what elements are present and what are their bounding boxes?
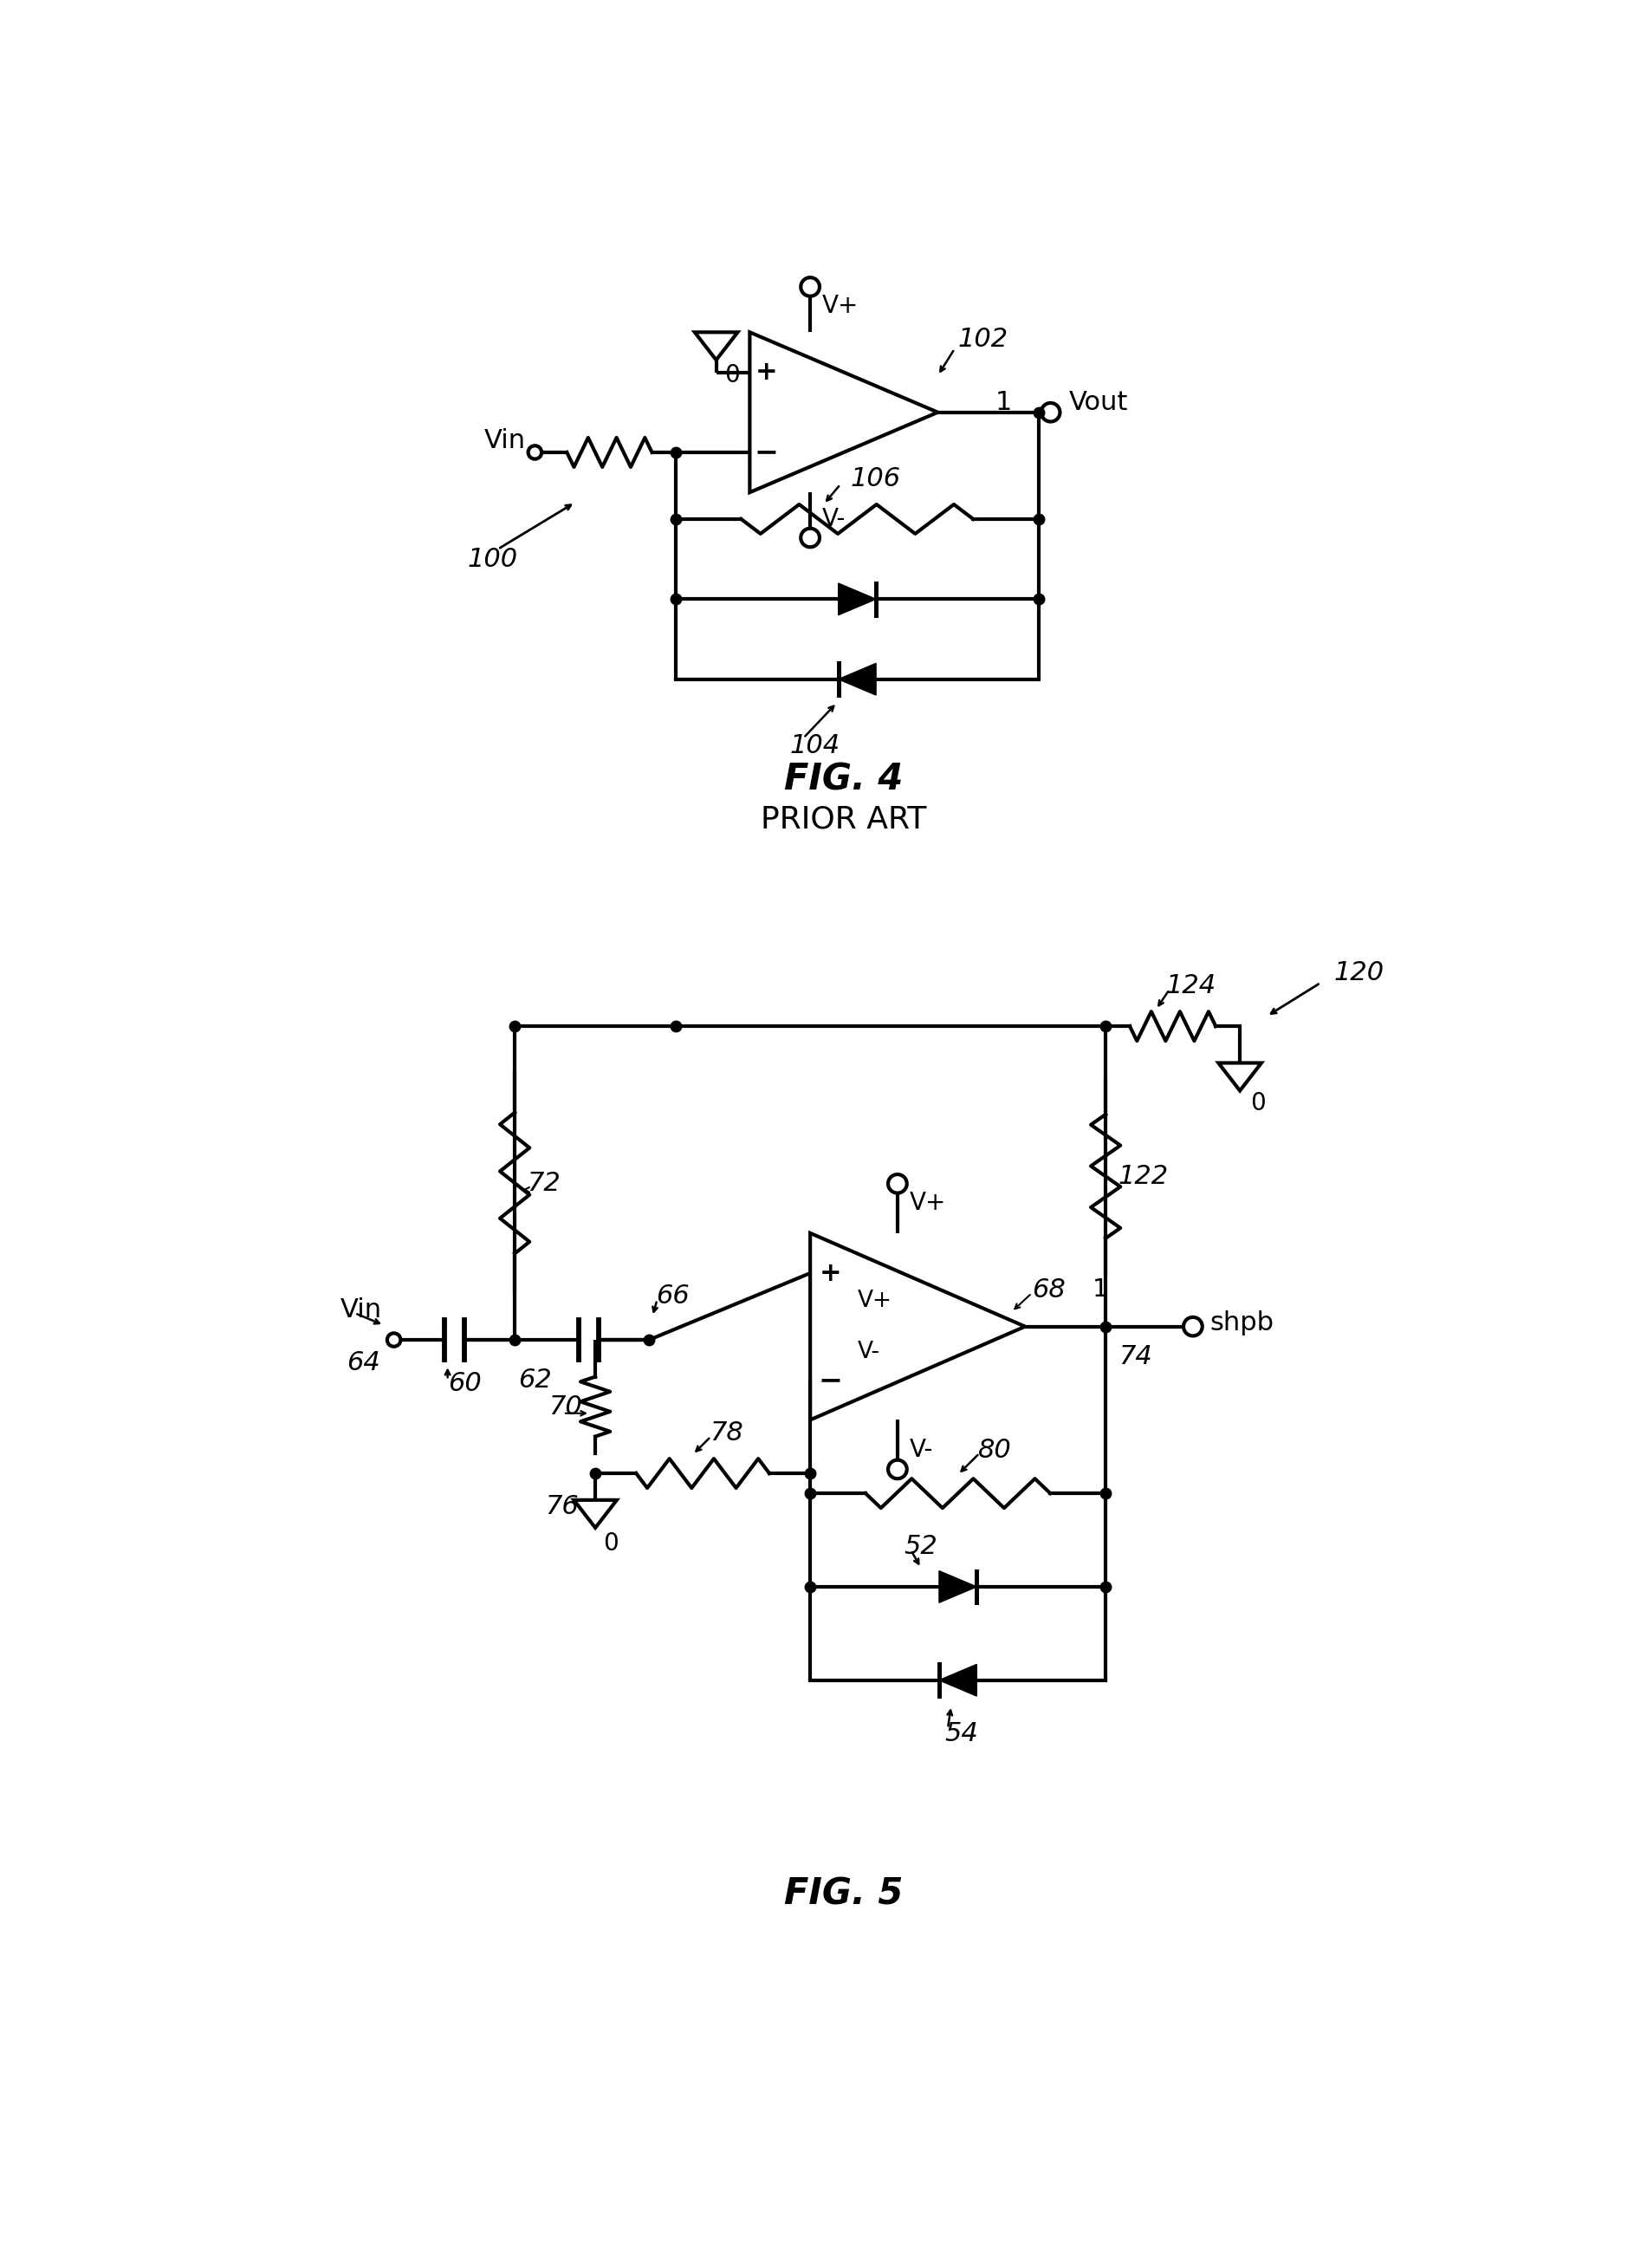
Text: PRIOR ART: PRIOR ART xyxy=(761,805,927,835)
Text: V+: V+ xyxy=(909,1191,947,1216)
Polygon shape xyxy=(939,1572,977,1603)
Text: −: − xyxy=(819,1365,843,1395)
Text: Vin: Vin xyxy=(341,1297,382,1322)
Text: V+: V+ xyxy=(856,1290,891,1313)
Text: 52: 52 xyxy=(904,1533,937,1560)
Text: 0: 0 xyxy=(603,1531,619,1556)
Polygon shape xyxy=(939,1665,977,1696)
Text: 122: 122 xyxy=(1118,1163,1168,1188)
Text: 100: 100 xyxy=(468,547,519,572)
Text: 124: 124 xyxy=(1166,973,1217,998)
Text: 54: 54 xyxy=(944,1721,978,1746)
Text: −: − xyxy=(754,438,779,467)
Text: Vout: Vout xyxy=(1069,390,1128,415)
Text: 68: 68 xyxy=(1031,1277,1066,1302)
Text: 74: 74 xyxy=(1118,1345,1153,1370)
Text: 102: 102 xyxy=(959,327,1008,352)
Polygon shape xyxy=(838,583,876,615)
Text: 80: 80 xyxy=(978,1438,1011,1463)
Text: 1: 1 xyxy=(995,390,1011,415)
Text: 62: 62 xyxy=(519,1368,552,1393)
Text: 0: 0 xyxy=(725,363,740,388)
Text: 0: 0 xyxy=(1250,1091,1265,1116)
Text: 64: 64 xyxy=(348,1352,380,1377)
Text: V-: V- xyxy=(909,1438,934,1463)
Text: 78: 78 xyxy=(710,1420,743,1447)
Text: +: + xyxy=(819,1261,842,1286)
Text: shpb: shpb xyxy=(1209,1311,1273,1336)
Text: V-: V- xyxy=(822,508,847,531)
Text: V-: V- xyxy=(856,1340,879,1363)
Text: FIG. 5: FIG. 5 xyxy=(784,1876,903,1912)
Polygon shape xyxy=(838,662,876,694)
Text: 104: 104 xyxy=(791,733,840,758)
Text: +: + xyxy=(756,361,777,386)
Text: V+: V+ xyxy=(822,293,860,318)
Text: 70: 70 xyxy=(548,1395,581,1420)
Text: 76: 76 xyxy=(545,1495,578,1520)
Text: 1: 1 xyxy=(1092,1277,1108,1302)
Text: Vin: Vin xyxy=(484,429,527,454)
Text: 66: 66 xyxy=(656,1284,690,1309)
Text: FIG. 4: FIG. 4 xyxy=(784,762,903,798)
Text: 60: 60 xyxy=(448,1370,481,1395)
Text: 72: 72 xyxy=(527,1170,560,1195)
Text: 106: 106 xyxy=(850,467,901,492)
Text: 120: 120 xyxy=(1334,959,1383,984)
